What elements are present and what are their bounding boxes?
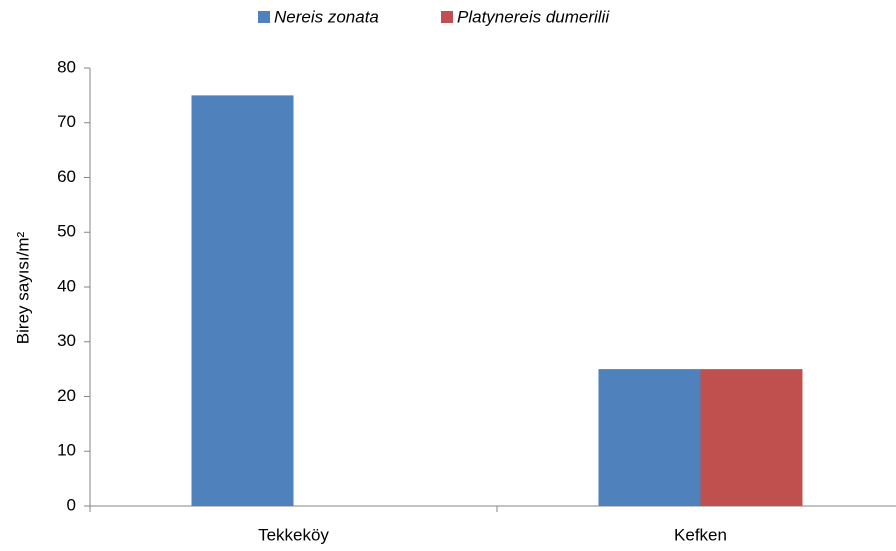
y-tick-label: 50 [57, 222, 76, 241]
y-tick-label: 20 [57, 386, 76, 405]
legend: Nereis zonata Platynereis dumerilii [258, 7, 610, 26]
legend-swatch [258, 11, 270, 23]
y-tick-label: 80 [57, 57, 76, 76]
y-axis-label: Birey sayısı/m² [13, 231, 32, 344]
y-tick-label: 70 [57, 112, 76, 131]
bar [191, 95, 294, 506]
y-tick-label: 40 [57, 276, 76, 295]
x-tick-label: Tekkeköy [258, 525, 329, 544]
y-tick-label: 0 [67, 495, 76, 514]
legend-swatch [441, 11, 453, 23]
y-tick-label: 60 [57, 167, 76, 186]
legend-label: Nereis zonata [274, 7, 379, 26]
y-tick-label: 30 [57, 331, 76, 350]
x-tick-label: Kefken [674, 525, 727, 544]
bar [598, 369, 701, 506]
legend-label: Platynereis dumerilii [457, 7, 610, 26]
y-tick-label: 10 [57, 441, 76, 460]
bar [700, 369, 803, 506]
